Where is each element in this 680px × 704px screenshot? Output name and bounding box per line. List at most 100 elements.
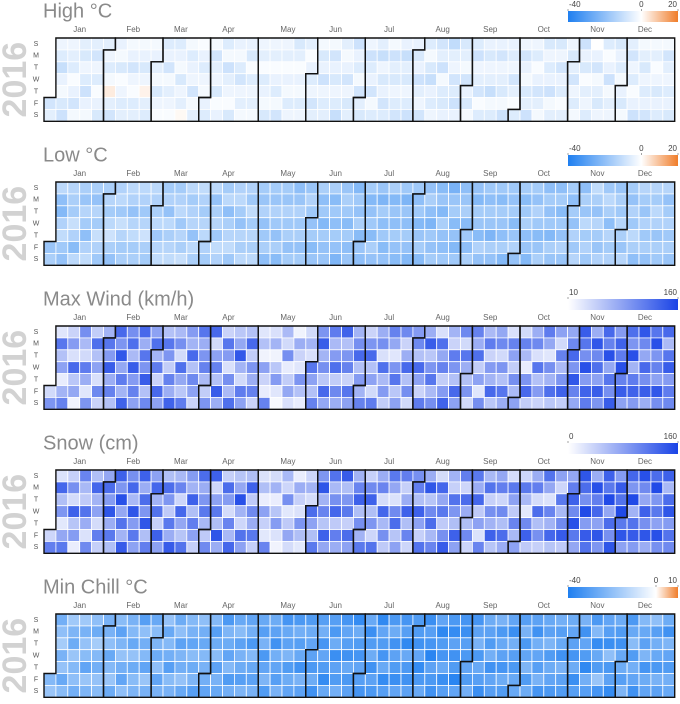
day-cell	[91, 529, 104, 542]
day-cell	[222, 205, 235, 219]
day-cell	[269, 469, 283, 483]
day-cell	[471, 85, 485, 98]
day-cell	[305, 397, 319, 410]
day-cell	[55, 685, 69, 698]
day-cell	[471, 217, 485, 230]
day-cell	[233, 541, 247, 554]
day-cell	[186, 97, 200, 110]
day-cell	[662, 61, 676, 75]
day-cell	[305, 241, 319, 254]
day-cell	[210, 505, 223, 518]
day-cell	[115, 337, 128, 351]
day-cell	[150, 649, 164, 662]
weekday-label: S	[34, 256, 39, 263]
day-cell	[317, 625, 331, 639]
day-cell	[174, 337, 188, 351]
year-label: 2016	[0, 186, 34, 262]
day-cell	[650, 685, 664, 698]
day-cell	[293, 61, 307, 75]
day-cell	[638, 529, 652, 542]
day-cell	[567, 217, 580, 230]
day-cell	[162, 361, 176, 374]
day-cell	[150, 349, 164, 363]
day-cell	[376, 625, 390, 639]
day-cell	[67, 493, 81, 507]
day-cell	[567, 385, 580, 398]
day-cell	[519, 397, 533, 410]
day-cell	[222, 253, 235, 266]
day-cell	[293, 517, 307, 530]
day-cell	[436, 469, 450, 483]
day-cell	[245, 649, 259, 662]
day-cell	[567, 37, 580, 51]
day-cell	[329, 217, 342, 230]
day-cell	[602, 349, 616, 363]
day-cell	[507, 661, 521, 674]
day-cell	[138, 493, 152, 507]
day-cell	[91, 49, 104, 63]
weekday-label: T	[34, 376, 39, 383]
day-cell	[233, 481, 247, 495]
day-cell	[138, 337, 152, 351]
day-cell	[329, 517, 342, 530]
day-cell	[507, 685, 521, 698]
day-cell	[495, 613, 509, 627]
day-cell	[591, 625, 604, 639]
weekday-label: T	[34, 88, 39, 95]
day-cell	[126, 469, 140, 483]
day-cell	[614, 325, 628, 339]
day-cell	[150, 181, 164, 195]
day-cell	[376, 613, 390, 627]
day-cell	[198, 229, 211, 242]
day-cell	[352, 373, 366, 386]
day-cell	[424, 349, 438, 363]
day-cell	[567, 193, 580, 207]
day-cell	[55, 229, 69, 242]
day-cell	[412, 337, 426, 351]
day-cell	[555, 61, 569, 75]
day-cell	[55, 253, 69, 266]
day-cell	[531, 253, 545, 266]
day-cell	[412, 613, 426, 627]
day-cell	[460, 637, 473, 651]
day-cell	[103, 397, 116, 410]
day-cell	[103, 661, 116, 674]
day-cell	[269, 73, 283, 86]
day-cell	[424, 505, 438, 518]
day-cell	[257, 649, 271, 662]
day-cell	[412, 373, 426, 386]
day-cell	[67, 649, 81, 662]
day-cell	[233, 469, 247, 483]
day-cell	[103, 325, 116, 339]
day-cell	[364, 253, 378, 266]
day-cell	[257, 661, 271, 674]
day-cell	[162, 61, 176, 75]
day-cell	[412, 49, 426, 63]
day-cell	[531, 217, 545, 230]
day-cell	[55, 361, 69, 374]
day-cell	[650, 49, 664, 63]
day-cell	[198, 361, 211, 374]
day-cell	[55, 481, 69, 495]
day-cell	[579, 505, 592, 518]
day-cell	[245, 73, 259, 86]
day-cell	[352, 217, 366, 230]
day-cell	[460, 253, 473, 266]
day-cell	[412, 673, 426, 686]
day-cell	[638, 493, 652, 507]
day-cell	[305, 385, 319, 398]
day-cell	[233, 673, 247, 686]
weekday-label: M	[33, 485, 39, 492]
day-cell	[531, 37, 545, 51]
day-cell	[329, 49, 342, 63]
day-cell	[626, 73, 640, 86]
day-cell	[55, 385, 69, 398]
day-cell	[626, 613, 640, 627]
day-cell	[424, 337, 438, 351]
day-cell	[448, 673, 461, 686]
day-cell	[376, 193, 390, 207]
day-cell	[293, 109, 307, 122]
day-cell	[233, 49, 247, 63]
